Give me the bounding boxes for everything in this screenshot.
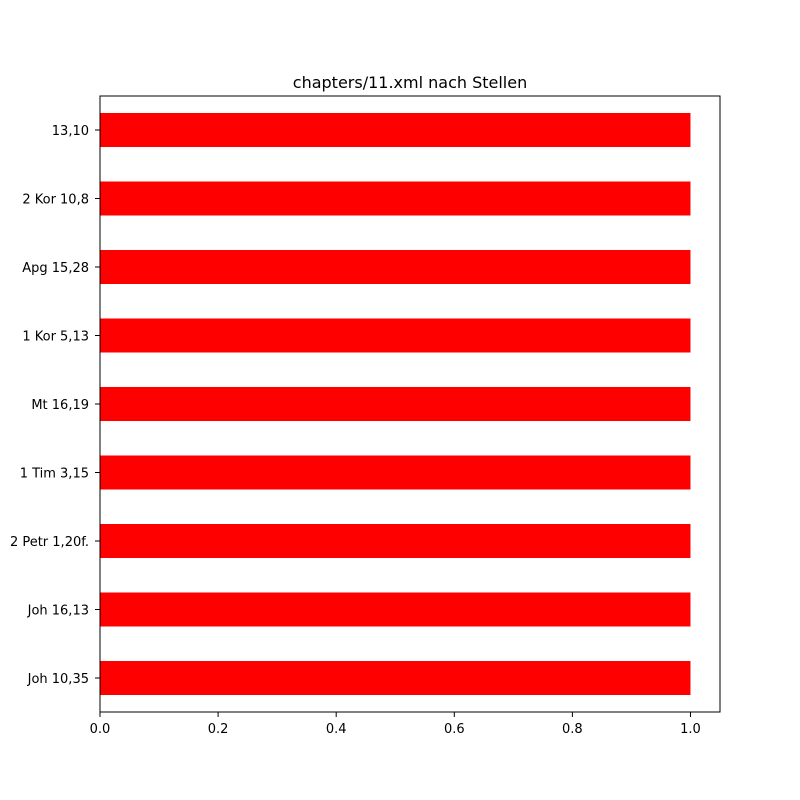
bar-7 — [100, 181, 691, 216]
y-tick-label: 13,10 — [52, 124, 89, 139]
bar-5 — [100, 318, 691, 353]
plot-frame — [99, 95, 721, 713]
bar-0 — [100, 661, 691, 695]
chart-title: chapters/11.xml nach Stellen — [293, 73, 527, 92]
x-tick-label: 0.6 — [444, 722, 465, 737]
bar-8 — [100, 113, 691, 147]
y-tick-label: Mt 16,19 — [31, 398, 89, 413]
y-tick-label: 2 Petr 1,20f. — [10, 535, 89, 550]
x-tick-label: 1.0 — [680, 722, 701, 737]
y-tick-label: Joh 16,13 — [27, 604, 89, 619]
bar-4 — [100, 387, 691, 421]
y-tick-label: Apg 15,28 — [22, 261, 89, 276]
bar-2 — [100, 524, 691, 558]
x-tick-label: 0.4 — [326, 722, 347, 737]
x-axis: 0.0 0.2 0.4 0.6 0.8 1.0 — [90, 712, 701, 737]
bar-3 — [100, 455, 691, 490]
y-tick-label: Joh 10,35 — [27, 672, 89, 687]
y-tick-label: 1 Tim 3,15 — [20, 467, 89, 482]
x-tick-label: 0.2 — [208, 722, 229, 737]
y-tick-label: 1 Kor 5,13 — [22, 330, 89, 345]
x-tick-label: 0.0 — [90, 722, 111, 737]
y-axis: Joh 10,35 Joh 16,13 2 Petr 1,20f. 1 Tim 3,1… — [10, 124, 100, 687]
bar-1 — [100, 592, 691, 627]
x-tick-label: 0.8 — [562, 722, 583, 737]
y-tick-label: 2 Kor 10,8 — [22, 193, 89, 208]
bars-group — [100, 113, 691, 695]
bar-6 — [100, 250, 691, 284]
